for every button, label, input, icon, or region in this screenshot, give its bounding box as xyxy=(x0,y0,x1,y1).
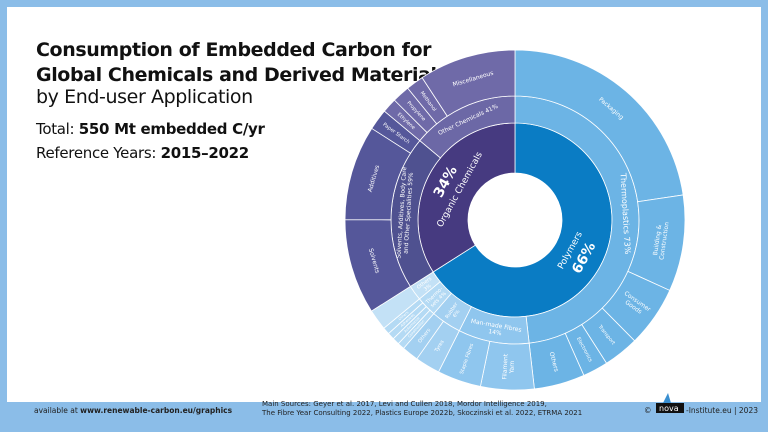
title-line-2: Global Chemicals and Derived Materials xyxy=(36,64,448,86)
nova-logo: nova xyxy=(654,393,686,413)
sources: Main Sources: Geyer et al. 2017, Levi an… xyxy=(262,400,582,418)
outer-segment-label: FilamentYarn xyxy=(501,353,516,380)
years-value: 2015–2022 xyxy=(160,144,250,162)
chart-title: Consumption of Embedded Carbon for Globa… xyxy=(36,38,448,88)
years-label: Reference Years: xyxy=(36,144,157,162)
sources-line-2: The Fibre Year Consulting 2022, Plastics… xyxy=(262,409,583,417)
availability-note: available at www.renewable-carbon.eu/gra… xyxy=(34,406,232,415)
total-info: Total: 550 Mt embedded C/yr xyxy=(36,120,265,138)
center-hole xyxy=(468,173,562,267)
outer-segment-label: Others xyxy=(398,310,410,321)
outer-segment xyxy=(421,49,516,117)
sources-line-1: Main Sources: Geyer et al. 2017, Levi an… xyxy=(262,400,547,408)
total-value: 550 Mt embedded C/yr xyxy=(78,120,265,138)
institute-credit: -Institute.eu | 2023 xyxy=(686,406,758,415)
logo-text: nova xyxy=(659,404,679,413)
chart-subtitle: by End-user Application xyxy=(36,86,253,108)
available-url[interactable]: www.renewable-carbon.eu/graphics xyxy=(80,406,233,415)
total-label: Total: xyxy=(36,120,75,138)
years-info: Reference Years: 2015–2022 xyxy=(36,144,249,162)
title-line-1: Consumption of Embedded Carbon for xyxy=(36,39,432,61)
copyright-symbol: © xyxy=(644,406,652,415)
available-prefix: available at xyxy=(34,406,78,415)
